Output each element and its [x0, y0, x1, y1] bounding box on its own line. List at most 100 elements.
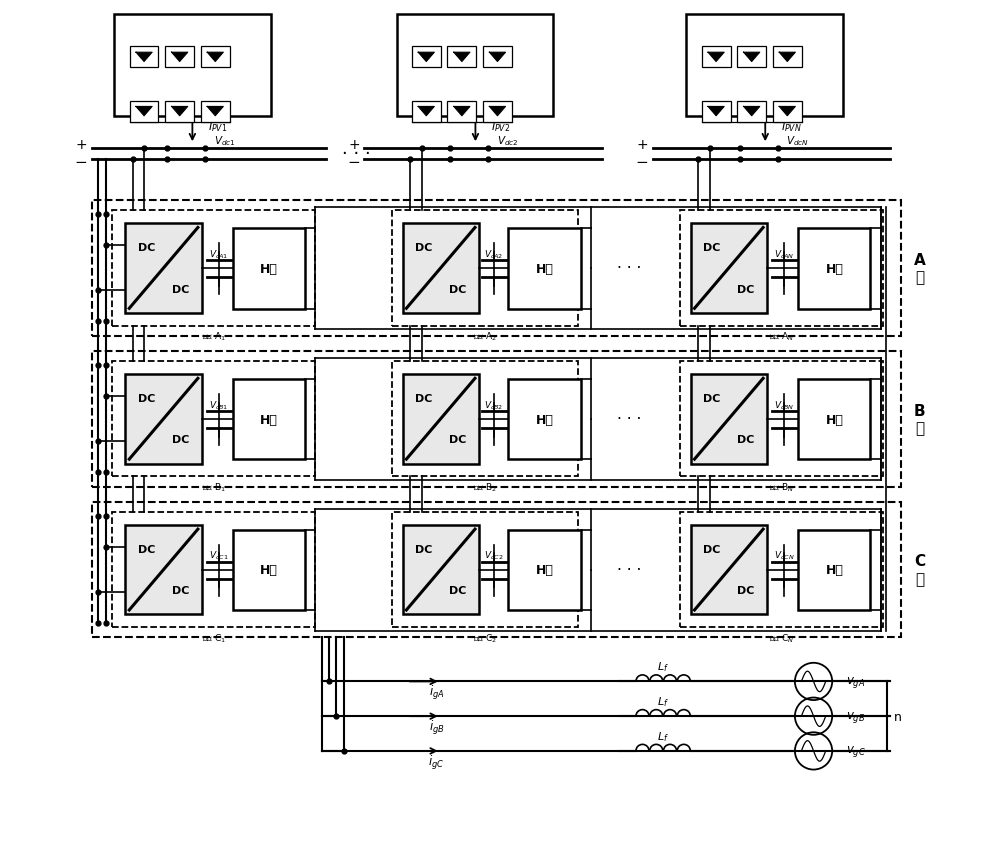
- Bar: [691, 224, 767, 314]
- Bar: [233, 530, 305, 611]
- Text: 模块 B$_1$: 模块 B$_1$: [202, 481, 225, 493]
- Bar: [412, 47, 441, 68]
- Text: $L_f$: $L_f$: [657, 729, 669, 743]
- Polygon shape: [779, 107, 795, 117]
- Text: $V_{cA1}$: $V_{cA1}$: [209, 248, 228, 261]
- Text: +: +: [349, 138, 360, 152]
- Text: ···: ···: [806, 54, 814, 62]
- Text: DC: DC: [172, 585, 189, 596]
- Text: DC: DC: [449, 285, 466, 294]
- Text: DC: DC: [172, 435, 189, 445]
- Bar: [125, 374, 202, 464]
- Text: $L_f$: $L_f$: [657, 659, 669, 673]
- Text: DC: DC: [703, 544, 721, 555]
- Text: DC: DC: [737, 285, 754, 294]
- Bar: [680, 512, 883, 627]
- Bar: [412, 101, 441, 123]
- Text: $V_{cC1}$: $V_{cC1}$: [209, 550, 228, 561]
- Text: H桥: H桥: [260, 413, 278, 426]
- Text: $I_{PVN}$: $I_{PVN}$: [781, 120, 801, 134]
- Bar: [508, 379, 581, 460]
- Text: N#光伏阵列: N#光伏阵列: [742, 21, 787, 32]
- Text: 模块 C$_1$: 模块 C$_1$: [202, 631, 226, 644]
- Bar: [112, 211, 315, 326]
- Text: $v_{gA}$: $v_{gA}$: [846, 674, 866, 689]
- Text: H桥: H桥: [536, 413, 553, 426]
- Text: $I_{PV2}$: $I_{PV2}$: [491, 120, 510, 134]
- Text: 模块 A$_N$: 模块 A$_N$: [769, 330, 794, 343]
- Text: $V_{cAN}$: $V_{cAN}$: [774, 248, 794, 261]
- Polygon shape: [489, 107, 506, 117]
- Bar: [392, 211, 578, 326]
- Text: DC: DC: [172, 285, 189, 294]
- Text: $L_f$: $L_f$: [657, 694, 669, 708]
- Bar: [773, 101, 802, 123]
- Bar: [483, 101, 512, 123]
- Text: ···: ···: [187, 80, 199, 94]
- Text: $V_{cB2}$: $V_{cB2}$: [484, 399, 504, 411]
- Bar: [125, 525, 202, 615]
- Text: · · ·: · · ·: [617, 261, 641, 276]
- Bar: [691, 525, 767, 615]
- Text: 模块 B$_N$: 模块 B$_N$: [769, 481, 794, 493]
- Text: $V_{dc1}$: $V_{dc1}$: [214, 134, 235, 147]
- Polygon shape: [489, 53, 506, 62]
- Text: DC: DC: [449, 435, 466, 445]
- Text: $i_{gA}$: $i_{gA}$: [429, 683, 444, 701]
- Text: 模块 B$_2$: 模块 B$_2$: [473, 481, 497, 493]
- Text: ···: ···: [469, 80, 481, 94]
- Bar: [737, 47, 766, 68]
- Bar: [483, 47, 512, 68]
- Text: A
相: A 相: [914, 252, 925, 285]
- Polygon shape: [136, 107, 152, 117]
- Bar: [201, 47, 230, 68]
- Text: DC: DC: [415, 243, 433, 253]
- Polygon shape: [418, 107, 434, 117]
- Text: $V_{cBN}$: $V_{cBN}$: [774, 399, 794, 411]
- Bar: [92, 201, 901, 337]
- Bar: [447, 101, 476, 123]
- Bar: [403, 374, 479, 464]
- Text: 模块 C$_N$: 模块 C$_N$: [769, 631, 794, 644]
- Text: $V_{cCN}$: $V_{cCN}$: [774, 550, 794, 561]
- Text: $V_{cC2}$: $V_{cC2}$: [484, 550, 504, 561]
- Text: n: n: [894, 710, 902, 722]
- Polygon shape: [454, 53, 470, 62]
- Bar: [130, 47, 158, 68]
- Text: ···: ···: [234, 54, 242, 62]
- Bar: [508, 229, 581, 309]
- Bar: [403, 525, 479, 615]
- Bar: [686, 15, 843, 117]
- Bar: [397, 15, 553, 117]
- Text: H桥: H桥: [825, 262, 843, 275]
- Polygon shape: [172, 107, 188, 117]
- Text: $V_{cB1}$: $V_{cB1}$: [209, 399, 228, 411]
- Text: ···: ···: [759, 80, 771, 94]
- Text: DC: DC: [703, 394, 721, 404]
- Bar: [508, 530, 581, 611]
- Bar: [737, 101, 766, 123]
- Text: 模块 A$_2$: 模块 A$_2$: [473, 330, 497, 343]
- Text: H桥: H桥: [260, 262, 278, 275]
- Text: DC: DC: [737, 585, 754, 596]
- Text: +: +: [637, 138, 648, 152]
- Text: DC: DC: [415, 394, 433, 404]
- Text: ···: ···: [234, 107, 242, 117]
- Bar: [702, 101, 731, 123]
- Bar: [114, 15, 271, 117]
- Text: ···: ···: [806, 107, 814, 117]
- Polygon shape: [744, 53, 760, 62]
- Polygon shape: [418, 53, 434, 62]
- Text: DC: DC: [703, 243, 721, 253]
- Text: DC: DC: [737, 435, 754, 445]
- Bar: [165, 101, 194, 123]
- Text: −: −: [347, 154, 360, 170]
- Bar: [92, 352, 901, 487]
- Text: $V_{cA2}$: $V_{cA2}$: [484, 248, 504, 261]
- Polygon shape: [454, 107, 470, 117]
- Bar: [798, 530, 870, 611]
- Text: DC: DC: [138, 544, 155, 555]
- Polygon shape: [708, 53, 724, 62]
- Polygon shape: [172, 53, 188, 62]
- Text: · · ·: · · ·: [342, 146, 370, 164]
